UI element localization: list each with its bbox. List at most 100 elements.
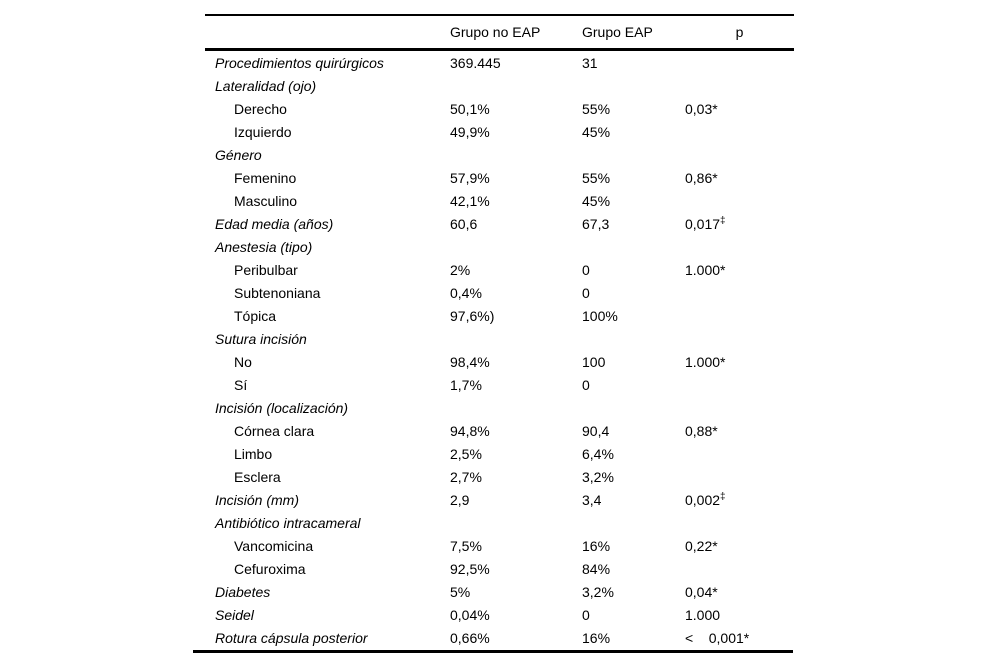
row-label: Vancomicina [234,537,314,554]
value-grupo-eap: 16% [582,537,611,554]
value-grupo-no-eap: 5% [450,583,471,600]
table-row: Seidel 0,04% 0 1.000 [205,603,794,626]
value-grupo-no-eap: 49,9% [450,123,490,140]
table-row: Vancomicina 7,5% 16% 0,22* [205,534,794,557]
table-row: Anestesia (tipo) [205,235,794,258]
value-p: 1.000* [685,353,726,370]
row-label: Rotura cápsula posterior [215,629,368,646]
table-row: Izquierdo 49,9% 45% [205,120,794,143]
row-label: Diabetes [215,583,271,600]
header-cell-grupo-eap: Grupo EAP [582,24,653,40]
p-superscript-marker: ‡ [720,214,726,226]
p-superscript-marker: ‡ [720,490,726,502]
value-grupo-eap: 45% [582,123,611,140]
value-grupo-eap: 3,2% [582,583,614,600]
row-label: Derecho [234,100,287,117]
row-label: No [234,353,252,370]
value-grupo-eap: 31 [582,54,598,71]
row-label: Edad media (años) [215,215,334,232]
value-grupo-no-eap: 369.445 [450,54,501,71]
table-row: Masculino 42,1% 45% [205,189,794,212]
value-grupo-eap: 0 [582,261,590,278]
row-label: Córnea clara [234,422,315,439]
row-label: Sí [234,376,248,393]
value-grupo-eap: 45% [582,192,611,209]
value-grupo-eap: 0 [582,606,590,623]
table-row: Cefuroxima 92,5% 84% [205,557,794,580]
table-row: Tópica 97,6%) 100% [205,304,794,327]
table-row: Córnea clara 94,8% 90,4 0,88* [205,419,794,442]
value-grupo-no-eap: 50,1% [450,100,490,117]
row-label: Incisión (localización) [215,399,349,416]
value-grupo-eap: 90,4 [582,422,610,439]
value-grupo-eap: 84% [582,560,611,577]
table-row: Edad media (años) 60,6 67,3 0,017‡ [205,212,794,235]
value-grupo-no-eap: 0,04% [450,606,490,623]
table-row: Esclera 2,7% 3,2% [205,465,794,488]
value-grupo-no-eap: 1,7% [450,376,482,393]
value-p: 0,03* [685,100,718,117]
table-body: Procedimientos quirúrgicos 369.445 31 Later… [205,51,794,649]
value-grupo-no-eap: 0,4% [450,284,482,301]
value-p: 0,017‡ [685,214,726,232]
value-grupo-eap: 100% [582,307,618,324]
row-label: Antibiótico intracameral [215,514,361,531]
table-row: Incisión (mm) 2,9 3,4 0,002‡ [205,488,794,511]
row-label: Limbo [234,445,273,462]
table-row: Lateralidad (ojo) [205,74,794,97]
value-grupo-eap: 3,4 [582,491,602,508]
comparison-table: Grupo no EAP Grupo EAP p Procedimientos … [205,14,794,649]
value-grupo-no-eap: 98,4% [450,353,490,370]
value-grupo-no-eap: 92,5% [450,560,490,577]
value-grupo-no-eap: 94,8% [450,422,490,439]
table-row: Peribulbar 2% 0 1.000* [205,258,794,281]
value-p: 1.000 [685,606,721,623]
table-row: Incisión (localización) [205,396,794,419]
value-grupo-eap: 0 [582,376,590,393]
row-label: Incisión (mm) [215,491,300,508]
table-row: Procedimientos quirúrgicos 369.445 31 [205,51,794,74]
table-row: Antibiótico intracameral [205,511,794,534]
row-label: Esclera [234,468,281,485]
table-row: Subtenoniana 0,4% 0 [205,281,794,304]
value-grupo-no-eap: 57,9% [450,169,490,186]
table-header: Grupo no EAP Grupo EAP p [205,16,794,51]
row-label: Género [215,146,262,163]
row-label: Sutura incisión [215,330,307,347]
value-grupo-eap: 55% [582,169,611,186]
table-row: Derecho 50,1% 55% 0,03* [205,97,794,120]
table-row: Diabetes 5% 3,2% 0,04* [205,580,794,603]
value-p: 0,86* [685,169,718,186]
value-grupo-eap: 16% [582,629,611,646]
table-row: Sutura incisión [205,327,794,350]
value-p: 1.000* [685,261,726,278]
value-grupo-no-eap: 42,1% [450,192,490,209]
row-label: Procedimientos quirúrgicos [215,54,384,71]
value-grupo-no-eap: 2,7% [450,468,482,485]
row-label: Cefuroxima [234,560,306,577]
row-label: Anestesia (tipo) [215,238,313,255]
table-bottom-rule [193,650,793,653]
value-grupo-eap: 67,3 [582,215,610,232]
row-label: Masculino [234,192,298,209]
value-grupo-no-eap: 97,6%) [450,307,495,324]
value-grupo-no-eap: 7,5% [450,537,482,554]
row-label: Femenino [234,169,297,186]
value-grupo-eap: 0 [582,284,590,301]
table-row: Limbo 2,5% 6,4% [205,442,794,465]
header-cell-grupo-no-eap: Grupo no EAP [450,24,541,40]
value-p: < 0,001* [685,629,750,646]
row-label: Lateralidad (ojo) [215,77,317,94]
value-grupo-no-eap: 2,9 [450,491,470,508]
table-row: Rotura cápsula posterior 0,66% 16% < 0,001* [205,626,794,649]
value-grupo-no-eap: 0,66% [450,629,490,646]
value-grupo-no-eap: 2% [450,261,471,278]
value-grupo-eap: 100 [582,353,606,370]
value-p: 0,04* [685,583,718,600]
table-row: Género [205,143,794,166]
row-label: Izquierdo [234,123,292,140]
row-label: Subtenoniana [234,284,321,301]
value-grupo-no-eap: 2,5% [450,445,482,462]
value-p: 0,88* [685,422,718,439]
